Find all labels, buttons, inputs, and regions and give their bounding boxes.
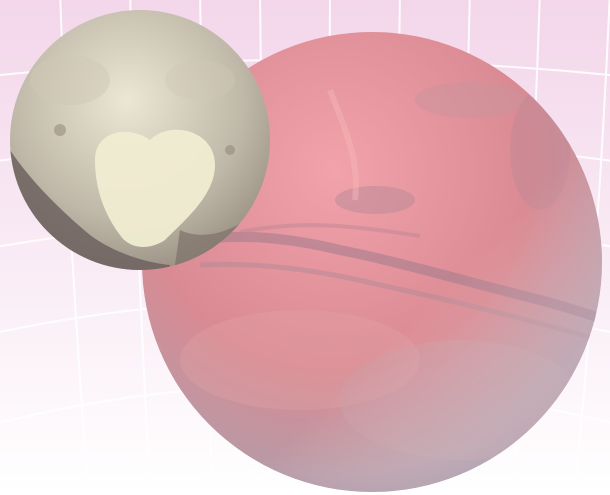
pluto-heart-region: [95, 129, 215, 247]
